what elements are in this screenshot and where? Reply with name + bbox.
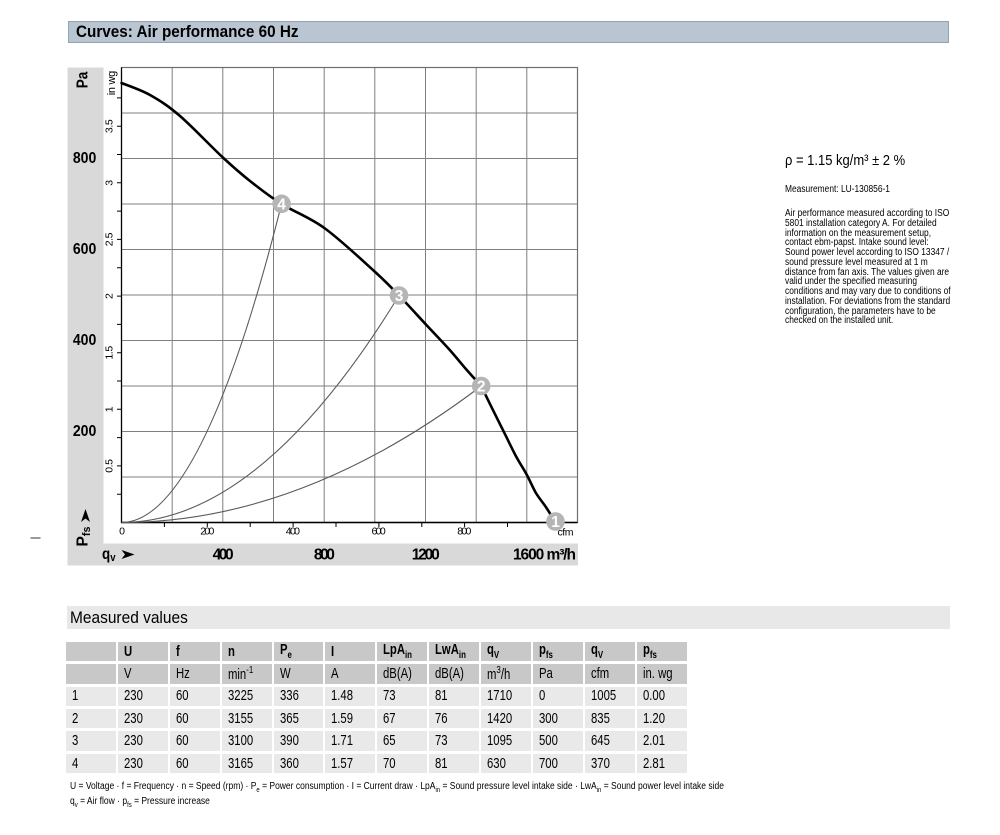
svg-text:1.5: 1.5: [104, 346, 116, 360]
svg-text:cfm: cfm: [558, 527, 574, 539]
svg-text:Pa: Pa: [75, 72, 92, 89]
svg-text:3: 3: [395, 288, 404, 305]
svg-text:4: 4: [277, 196, 286, 213]
svg-text:400: 400: [213, 546, 234, 563]
svg-text:2: 2: [477, 379, 486, 396]
svg-text:800: 800: [457, 526, 471, 538]
svg-text:1600 m³/h: 1600 m³/h: [513, 546, 576, 563]
svg-text:3.5: 3.5: [104, 119, 116, 133]
svg-text:2.5: 2.5: [104, 232, 116, 246]
svg-text:1: 1: [551, 514, 560, 531]
svg-text:800: 800: [73, 150, 97, 167]
svg-text:400: 400: [73, 332, 97, 349]
svg-text:600: 600: [73, 241, 97, 258]
svg-text:600: 600: [372, 526, 386, 538]
svg-text:1: 1: [104, 406, 116, 412]
svg-text:2: 2: [104, 293, 116, 299]
svg-text:800: 800: [314, 546, 335, 563]
svg-text:0.5: 0.5: [104, 459, 116, 473]
svg-text:1200: 1200: [412, 546, 440, 563]
svg-text:3: 3: [104, 180, 116, 186]
svg-text:200: 200: [200, 526, 214, 538]
svg-text:400: 400: [286, 526, 300, 538]
svg-text:200: 200: [73, 423, 97, 440]
svg-text:in wg: in wg: [106, 71, 118, 96]
svg-text:0: 0: [119, 526, 125, 538]
